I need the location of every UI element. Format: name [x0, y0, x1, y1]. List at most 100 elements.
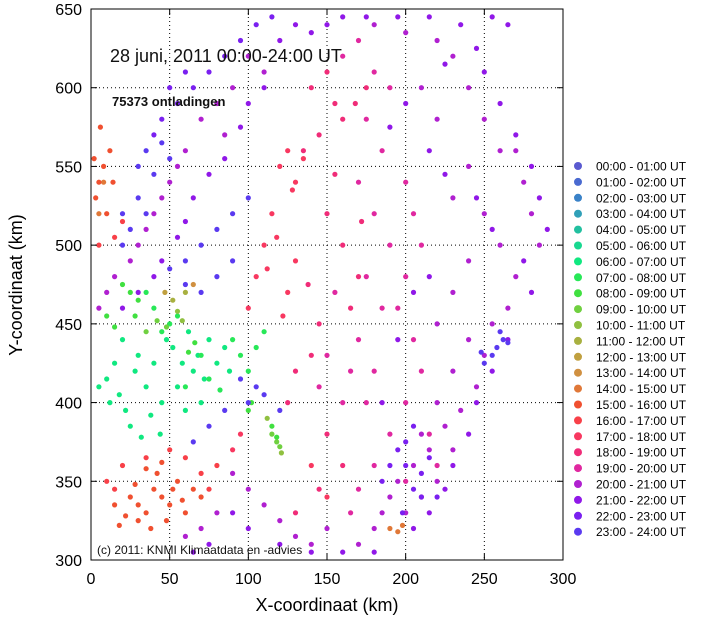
- data-point: [434, 462, 440, 469]
- data-point: [151, 171, 157, 177]
- data-point: [151, 486, 157, 492]
- series-group: [91, 124, 204, 532]
- data-point: [324, 431, 330, 437]
- data-point: [170, 344, 176, 351]
- data-point: [206, 541, 212, 547]
- legend-label: 17:00 - 18:00 UT: [596, 430, 687, 444]
- data-point: [371, 211, 377, 217]
- data-point: [352, 100, 358, 107]
- data-point: [403, 29, 409, 36]
- data-point: [96, 179, 102, 185]
- data-point: [230, 470, 236, 476]
- legend-marker: [574, 209, 582, 218]
- data-point: [269, 431, 275, 437]
- data-point: [363, 274, 369, 280]
- data-point: [261, 392, 267, 398]
- data-point: [214, 360, 220, 366]
- data-point: [442, 61, 448, 67]
- data-point: [450, 368, 456, 374]
- series-group: [143, 318, 283, 450]
- y-axis-label: Y-coordinaat (km): [6, 214, 26, 355]
- legend-label: 23:00 - 24:00 UT: [596, 525, 687, 539]
- data-point: [426, 510, 432, 516]
- data-point: [466, 85, 472, 91]
- data-point: [348, 510, 354, 516]
- data-point: [159, 195, 165, 201]
- data-point: [403, 478, 409, 484]
- legend-marker: [574, 241, 582, 250]
- data-point: [442, 423, 448, 429]
- legend-label: 06:00 - 07:00 UT: [596, 255, 687, 269]
- data-point: [230, 258, 236, 264]
- data-point: [245, 53, 251, 59]
- legend-label: 07:00 - 08:00 UT: [596, 271, 687, 285]
- legend-marker: [574, 480, 582, 488]
- data-point: [132, 368, 138, 374]
- data-point: [174, 234, 181, 240]
- data-point: [104, 376, 110, 382]
- data-point: [536, 242, 543, 248]
- data-point: [340, 462, 346, 469]
- legend-label: 22:00 - 23:00 UT: [596, 509, 687, 523]
- data-point: [363, 400, 369, 406]
- data-point: [206, 376, 212, 382]
- axis-ticks: 0 50 100 150 200 250 300 300 350 400 450 500 550 600 6…: [55, 2, 576, 588]
- data-point: [159, 329, 165, 335]
- data-point: [135, 195, 141, 201]
- data-point: [316, 321, 322, 327]
- x-tick-label: 100: [235, 571, 262, 588]
- data-point: [458, 22, 464, 28]
- data-point: [410, 289, 417, 295]
- data-point: [305, 281, 311, 288]
- data-point: [179, 497, 185, 503]
- chart-title: 28 juni, 2011 00:00-24:00 UT: [110, 46, 342, 66]
- y-tick-label: 650: [55, 2, 82, 19]
- data-point: [387, 85, 393, 91]
- data-point: [253, 22, 259, 28]
- legend-label: 11:00 - 12:00 UT: [596, 334, 686, 348]
- data-point: [222, 407, 228, 413]
- data-point: [513, 148, 519, 154]
- data-point: [466, 258, 472, 264]
- data-point: [143, 510, 149, 516]
- data-point: [174, 163, 181, 169]
- data-point: [316, 486, 322, 492]
- legend-label: 01:00 - 02:00 UT: [596, 175, 687, 189]
- data-point: [324, 352, 330, 358]
- data-point: [101, 163, 107, 169]
- data-point: [395, 305, 401, 311]
- data-point: [237, 124, 244, 130]
- series-group: [190, 281, 196, 288]
- data-point: [292, 258, 299, 264]
- data-point: [481, 211, 487, 217]
- data-point: [450, 289, 456, 295]
- data-point: [340, 400, 346, 406]
- data-point: [308, 549, 314, 555]
- series-group: [170, 289, 188, 303]
- data-point: [410, 462, 417, 469]
- data-point: [434, 478, 440, 484]
- data-point: [170, 297, 176, 303]
- data-point: [226, 368, 233, 374]
- data-point: [426, 274, 432, 280]
- data-point: [300, 156, 306, 162]
- data-point: [179, 318, 185, 324]
- data-point: [371, 525, 377, 532]
- data-point: [277, 541, 283, 547]
- legend-label: 02:00 - 03:00 UT: [596, 191, 687, 205]
- data-point: [135, 297, 141, 303]
- data-point: [119, 337, 126, 343]
- data-point: [261, 329, 267, 335]
- data-point: [371, 69, 377, 75]
- data-point: [544, 226, 550, 232]
- y-tick-label: 500: [55, 238, 82, 255]
- data-point: [340, 242, 346, 248]
- data-point: [274, 439, 280, 445]
- legend-marker: [574, 464, 582, 473]
- y-tick-label: 350: [55, 474, 82, 491]
- data-point: [182, 281, 188, 288]
- data-point: [371, 22, 377, 28]
- legend-marker: [574, 162, 582, 170]
- data-point: [434, 116, 440, 122]
- legend-marker: [574, 384, 582, 393]
